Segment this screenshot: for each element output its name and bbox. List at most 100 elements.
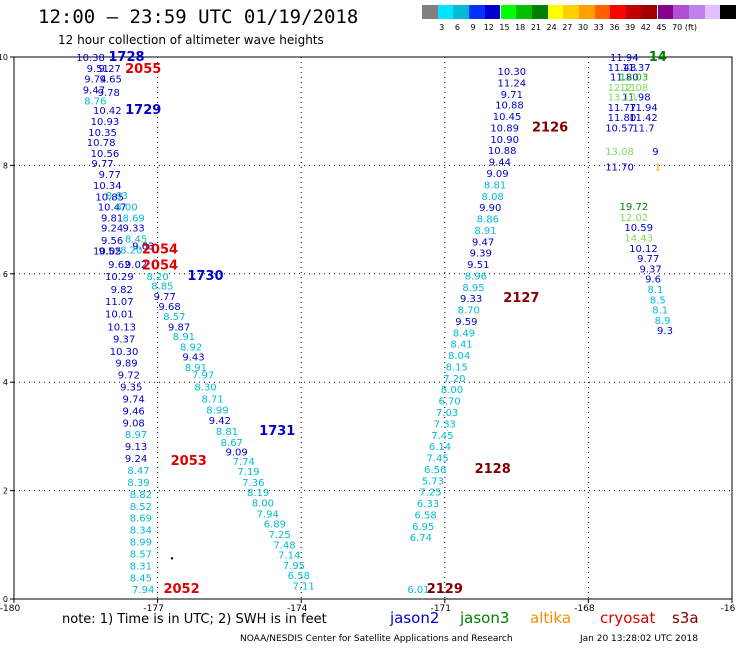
wave-height-value: 6.70 bbox=[438, 397, 460, 408]
wave-height-value: 9.27 bbox=[99, 64, 121, 75]
legend-label: 9 bbox=[470, 23, 476, 32]
legend-label: 30 bbox=[577, 23, 589, 32]
timestamp: Jan 20 13:28:02 UTC 2018 bbox=[580, 634, 698, 644]
legend-swatch bbox=[594, 5, 611, 19]
legend-swatch bbox=[579, 5, 595, 19]
wave-height-value: 8.30 bbox=[194, 383, 216, 394]
wave-height-value: 8.99 bbox=[206, 405, 228, 416]
wave-height-value: 6.01 bbox=[407, 585, 429, 596]
y-tick-label: 6 bbox=[3, 270, 8, 279]
wave-height-value: 1 bbox=[655, 162, 661, 173]
wave-height-value: 9.74 bbox=[123, 394, 145, 405]
wave-height-value: 8.9 bbox=[655, 316, 671, 327]
wave-height-value: 8.39 bbox=[127, 478, 149, 489]
legend-swatch bbox=[531, 5, 548, 19]
wave-height-value: 8.00 bbox=[115, 203, 137, 214]
wave-height-value: 7.33 bbox=[434, 419, 456, 430]
legend-swatch bbox=[422, 5, 438, 19]
wave-height-value: 7.19 bbox=[237, 467, 259, 478]
wave-height-value: 10.34 bbox=[93, 181, 122, 192]
credit-line: NOAA/NESDIS Center for Satellite Applica… bbox=[240, 634, 513, 644]
wave-height-value: 7.03 bbox=[436, 408, 458, 419]
wave-height-value: 11.48 bbox=[608, 63, 637, 74]
wave-height-value: 6.56 bbox=[424, 465, 446, 476]
wave-height-value: 9.47 bbox=[83, 86, 105, 97]
wave-height-value: 9 bbox=[652, 147, 658, 158]
wave-height-value: 13.08 bbox=[605, 147, 634, 158]
wave-height-value: 7.94 bbox=[132, 585, 154, 596]
wave-height-value: 11.80 bbox=[608, 113, 637, 124]
wave-height-value: 8.47 bbox=[127, 466, 149, 477]
wave-height-value: 8.57 bbox=[163, 312, 185, 323]
wave-height-value: 7.36 bbox=[242, 478, 264, 489]
wave-height-value: 11.24 bbox=[497, 78, 526, 89]
legend-label: 18 bbox=[515, 23, 526, 32]
legend-swatch bbox=[437, 5, 454, 19]
track-time-label: 2052 bbox=[163, 582, 199, 597]
wave-height-value: 8.1 bbox=[647, 285, 663, 296]
y-tick-label: 0 bbox=[3, 595, 8, 604]
wave-height-value: 9.08 bbox=[123, 418, 145, 429]
legend-label: 33 bbox=[593, 23, 604, 32]
x-tick-label: -171 bbox=[431, 604, 451, 614]
wave-height-value: 8.5 bbox=[650, 295, 666, 306]
wave-height-value: 9.77 bbox=[91, 159, 113, 170]
wave-height-value: 10.90 bbox=[490, 135, 519, 146]
wave-height-value: 8.91 bbox=[173, 332, 195, 343]
wave-height-value: 10.88 bbox=[495, 101, 524, 112]
wave-height-value: 9.77 bbox=[99, 170, 121, 181]
legend-label: 70 bbox=[672, 23, 683, 32]
wave-height-value: 10.85 bbox=[95, 192, 124, 203]
wave-height-value: 10.30 bbox=[110, 347, 139, 358]
wave-height-value: 10.59 bbox=[624, 223, 653, 234]
legend-label: 42 bbox=[640, 23, 651, 32]
wave-height-value: 9.09 bbox=[225, 448, 247, 459]
wave-height-value: 9.33 bbox=[460, 294, 482, 305]
wave-height-value: 9.42 bbox=[209, 416, 231, 427]
wave-height-value: 9.33 bbox=[123, 224, 145, 235]
track-time-label: 1728 bbox=[108, 50, 144, 65]
wave-height-value: 9.35 bbox=[120, 383, 142, 394]
wave-height-value: 10.88 bbox=[488, 146, 517, 157]
wave-height-value: 8.67 bbox=[221, 438, 243, 449]
wave-height-value: 7.48 bbox=[273, 540, 295, 551]
wave-height-value: 7.25 bbox=[269, 530, 291, 541]
wave-height-value: 8.92 bbox=[180, 342, 202, 353]
legend-label: 15 bbox=[499, 23, 510, 32]
legend-swatch bbox=[516, 5, 532, 19]
legend-swatch bbox=[500, 5, 517, 19]
legend-swatch bbox=[641, 5, 658, 19]
wave-height-value: 8.04 bbox=[448, 351, 470, 362]
wave-height-value: 9.51 bbox=[87, 64, 109, 75]
legend-swatch bbox=[720, 5, 736, 19]
wave-height-value: 8.76 bbox=[84, 96, 106, 107]
wave-height-value: 9.62 bbox=[108, 260, 130, 271]
wave-height-value: 8.45 bbox=[125, 235, 147, 246]
wave-height-value: 9.78 bbox=[98, 88, 120, 99]
wave-height-value: 9.71 bbox=[501, 90, 523, 101]
wave-height-value: 7.45 bbox=[431, 431, 453, 442]
legend-swatch bbox=[610, 5, 627, 19]
x-tick-label: -168 bbox=[574, 604, 595, 614]
wave-height-value: 14.43 bbox=[624, 233, 653, 244]
wave-height-value: 10.35 bbox=[88, 128, 117, 139]
wave-height-value: 11.42 bbox=[629, 113, 658, 124]
wave-height-value: 9.65 bbox=[100, 75, 122, 86]
wave-height-value: 8.20 bbox=[146, 272, 168, 283]
legend-label: 45 bbox=[656, 23, 667, 32]
track-time-label: 1730 bbox=[187, 269, 223, 284]
legend-label: 27 bbox=[562, 23, 573, 32]
legend-label: 21 bbox=[530, 23, 541, 32]
point-marker bbox=[170, 557, 174, 560]
wave-height-value: 9.89 bbox=[115, 359, 137, 370]
wave-height-value: 6.89 bbox=[264, 520, 286, 531]
wave-height-value: 9.46 bbox=[123, 406, 145, 417]
wave-height-value: 9.3 bbox=[657, 326, 673, 337]
wave-height-value: 8.1 bbox=[652, 306, 668, 317]
wave-height-value: 8.99 bbox=[130, 538, 152, 549]
wave-height-value: 9.39 bbox=[470, 249, 492, 260]
legend-jason2: jason2 bbox=[390, 609, 440, 627]
legend-label: 39 bbox=[625, 23, 636, 32]
wave-height-value: 9.02 bbox=[125, 260, 147, 271]
